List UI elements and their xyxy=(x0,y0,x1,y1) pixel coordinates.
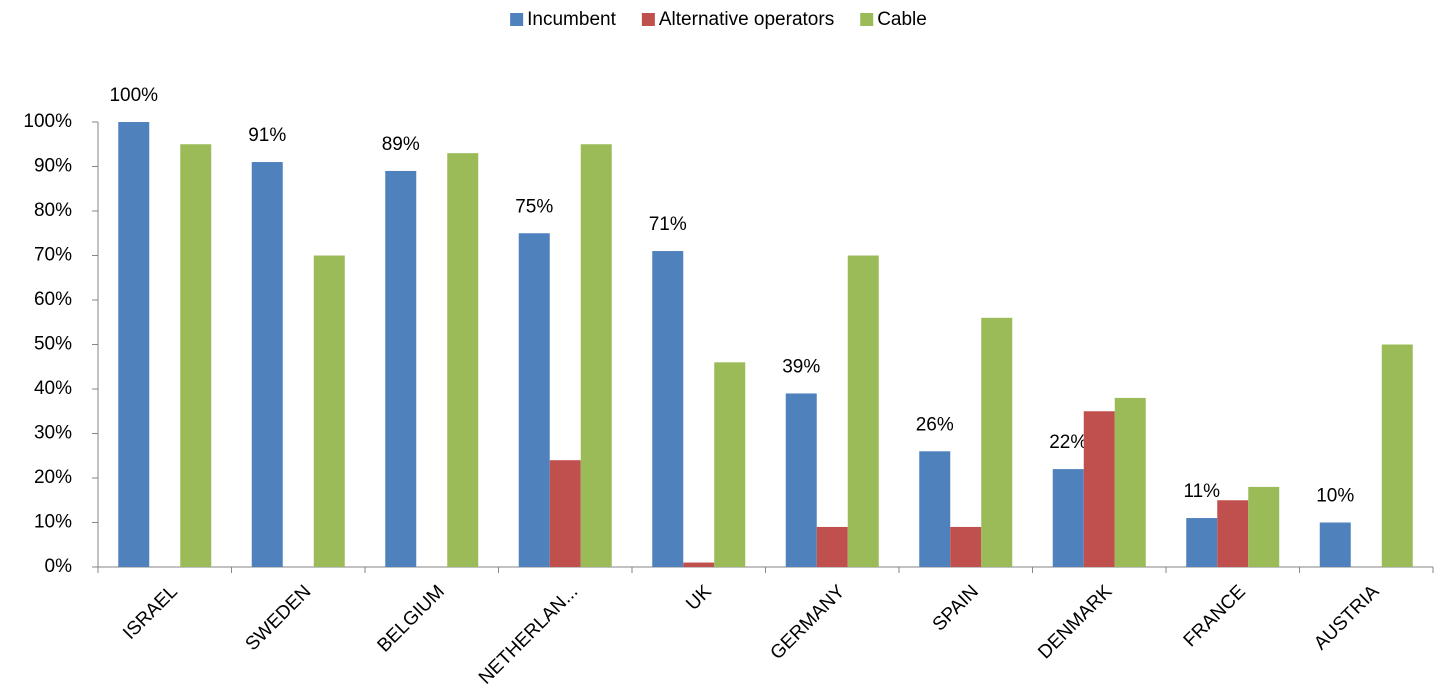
x-tick-label: UK xyxy=(682,581,716,615)
bar xyxy=(447,153,479,567)
bar xyxy=(1186,518,1218,567)
x-tick-label: AUSTRIA xyxy=(1310,581,1383,654)
bar xyxy=(313,255,345,567)
x-tick-label: DENMARK xyxy=(1034,581,1116,663)
legend-label: Incumbent xyxy=(527,9,616,30)
bar xyxy=(683,562,715,567)
bar xyxy=(118,122,150,567)
x-tick-label: ISRAEL xyxy=(119,581,182,644)
bar xyxy=(1248,486,1280,567)
legend-label: Cable xyxy=(877,9,927,30)
bar xyxy=(714,362,746,567)
bar xyxy=(847,255,879,567)
data-label: 39% xyxy=(782,356,820,377)
y-tick-label: 90% xyxy=(34,156,72,177)
legend-label: Alternative operators xyxy=(659,9,834,30)
bar xyxy=(549,460,581,567)
bar xyxy=(580,144,612,567)
bar xyxy=(816,526,848,567)
bar xyxy=(1052,469,1084,567)
x-tick-label: NETHERLAN... xyxy=(475,581,582,688)
data-label: 71% xyxy=(649,214,687,235)
x-tick-label: SWEDEN xyxy=(242,581,316,655)
y-tick-label: 80% xyxy=(34,200,72,221)
bar xyxy=(652,251,684,568)
y-tick-label: 30% xyxy=(34,423,72,444)
bar xyxy=(1381,344,1413,567)
bar xyxy=(785,393,817,567)
y-tick-label: 20% xyxy=(34,467,72,488)
bar xyxy=(1217,500,1249,567)
data-label: 26% xyxy=(916,414,954,435)
x-tick-label: BELGIUM xyxy=(374,581,449,656)
data-label: 91% xyxy=(248,125,286,146)
bar xyxy=(385,170,417,567)
data-label: 89% xyxy=(382,134,420,155)
bar xyxy=(251,162,283,568)
legend-swatch xyxy=(510,13,524,26)
legend-swatch xyxy=(860,13,874,26)
y-tick-label: 0% xyxy=(45,556,73,577)
x-tick-label: FRANCE xyxy=(1180,581,1250,651)
y-tick-label: 60% xyxy=(34,289,72,310)
bar xyxy=(981,317,1013,567)
y-tick-label: 100% xyxy=(23,111,72,132)
legend: Incumbent Alternative operators Cable xyxy=(510,9,927,30)
y-tick-label: 70% xyxy=(34,245,72,266)
legend-swatch xyxy=(641,13,655,26)
bar xyxy=(518,233,550,567)
data-label: 22% xyxy=(1049,432,1087,453)
bar xyxy=(1114,397,1146,567)
bar xyxy=(950,526,982,567)
x-tick-label: SPAIN xyxy=(929,581,983,635)
data-label: 11% xyxy=(1183,481,1220,502)
data-label: 10% xyxy=(1316,486,1354,507)
bar xyxy=(180,144,212,567)
bar xyxy=(1083,411,1115,567)
data-label: 100% xyxy=(109,85,158,106)
bar xyxy=(1319,522,1351,567)
y-tick-label: 40% xyxy=(34,378,72,399)
y-tick-label: 10% xyxy=(34,512,72,533)
y-tick-label: 50% xyxy=(34,334,72,355)
bar xyxy=(919,451,951,567)
data-label: 75% xyxy=(515,196,553,217)
x-tick-label: GERMANY xyxy=(767,581,850,664)
